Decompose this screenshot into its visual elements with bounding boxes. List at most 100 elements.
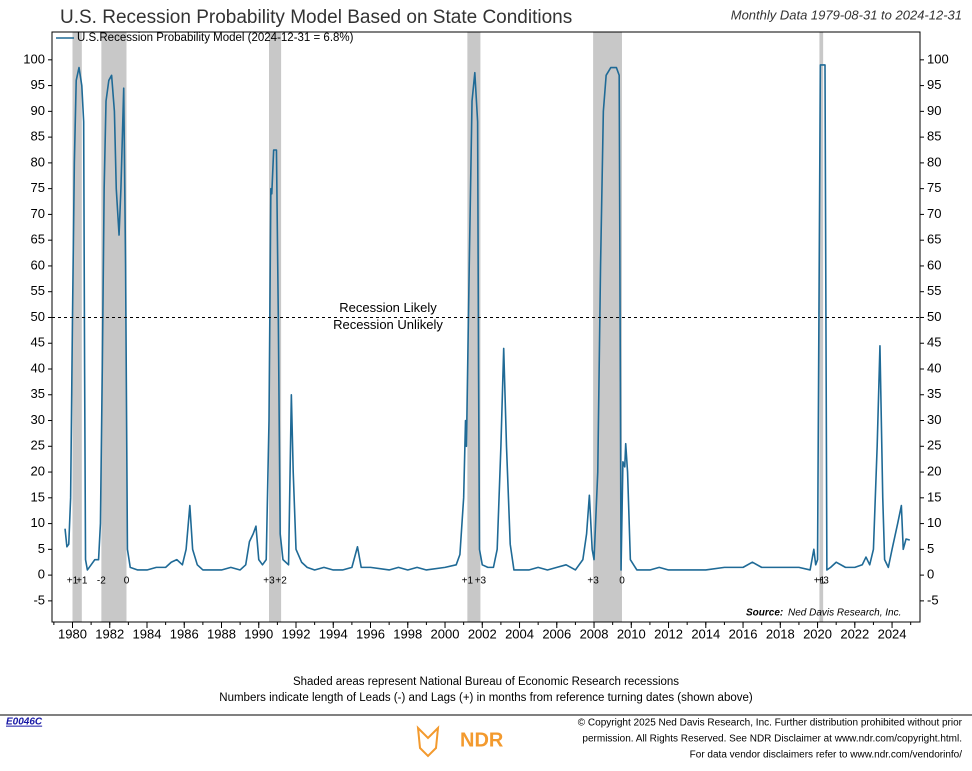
y-tick-label: 20 bbox=[31, 463, 45, 478]
y2-tick-label: 90 bbox=[927, 103, 941, 118]
threshold-label: Recession Unlikely bbox=[333, 317, 443, 332]
y2-tick-label: 35 bbox=[927, 386, 941, 401]
x-tick-label: 2000 bbox=[431, 626, 460, 641]
y2-tick-label: 15 bbox=[927, 489, 941, 504]
y2-tick-label: 5 bbox=[927, 541, 934, 556]
x-tick-label: 1994 bbox=[319, 626, 348, 641]
legend-label: U.S.Recession Probability Model (2024-12… bbox=[77, 32, 354, 44]
lead-lag-label: +2 bbox=[275, 576, 287, 587]
y2-tick-label: 55 bbox=[927, 283, 941, 298]
y-tick-label: 85 bbox=[31, 129, 45, 144]
y-tick-label: 15 bbox=[31, 489, 45, 504]
y2-tick-label: 100 bbox=[927, 51, 949, 66]
y2-tick-label: 30 bbox=[927, 412, 941, 427]
y2-tick-label: -5 bbox=[927, 592, 939, 607]
y-tick-label: 5 bbox=[38, 541, 45, 556]
y2-tick-label: 25 bbox=[927, 438, 941, 453]
x-tick-label: 2008 bbox=[580, 626, 609, 641]
lead-lag-label: +1 bbox=[76, 576, 88, 587]
y2-tick-label: 45 bbox=[927, 335, 941, 350]
x-tick-label: 1980 bbox=[58, 626, 87, 641]
x-tick-label: 2016 bbox=[729, 626, 758, 641]
x-tick-label: 1988 bbox=[207, 626, 236, 641]
x-tick-label: 2018 bbox=[766, 626, 795, 641]
x-tick-label: 1998 bbox=[393, 626, 422, 641]
data-line bbox=[64, 64, 910, 571]
y-tick-label: 70 bbox=[31, 206, 45, 221]
lead-lag-label: 0 bbox=[124, 576, 130, 587]
copyright: For data vendor disclaimers refer to www… bbox=[690, 750, 963, 761]
y2-tick-label: 65 bbox=[927, 232, 941, 247]
y2-tick-label: 70 bbox=[927, 206, 941, 221]
x-tick-label: 2002 bbox=[468, 626, 497, 641]
source: Ned Davis Research, Inc. bbox=[788, 608, 901, 619]
lead-lag-label: -2 bbox=[97, 576, 106, 587]
x-tick-label: 1986 bbox=[170, 626, 199, 641]
x-tick-label: 2020 bbox=[803, 626, 832, 641]
plot-area bbox=[64, 32, 910, 622]
lead-lag-label: 0 bbox=[619, 576, 625, 587]
y-tick-label: 100 bbox=[23, 51, 45, 66]
x-tick-label: 1996 bbox=[356, 626, 385, 641]
chart-title: U.S. Recession Probability Model Based o… bbox=[60, 7, 572, 28]
y-tick-label: 80 bbox=[31, 154, 45, 169]
x-tick-label: 1982 bbox=[95, 626, 124, 641]
y-tick-label: 65 bbox=[31, 232, 45, 247]
y-tick-label: 30 bbox=[31, 412, 45, 427]
y2-tick-label: 80 bbox=[927, 154, 941, 169]
x-tick-label: 1990 bbox=[244, 626, 273, 641]
y-tick-label: 35 bbox=[31, 386, 45, 401]
y2-tick-label: 20 bbox=[927, 463, 941, 478]
lead-lag-label: +1 bbox=[462, 576, 474, 587]
x-tick-label: 1992 bbox=[282, 626, 311, 641]
y-tick-label: 40 bbox=[31, 360, 45, 375]
y-tick-label: 50 bbox=[31, 309, 45, 324]
y2-tick-label: 95 bbox=[927, 77, 941, 92]
y-tick-label: -5 bbox=[33, 592, 45, 607]
copyright: permission. All Rights Reserved. See NDR… bbox=[582, 734, 962, 745]
lead-lag-label: +3 bbox=[263, 576, 275, 587]
recession-band bbox=[593, 32, 622, 622]
x-tick-label: 2010 bbox=[617, 626, 646, 641]
logo: NDR bbox=[416, 725, 504, 758]
logo-text: NDR bbox=[460, 729, 504, 751]
logo-icon bbox=[416, 725, 440, 758]
y-tick-label: 25 bbox=[31, 438, 45, 453]
x-tick-label: 2004 bbox=[505, 626, 534, 641]
lead-lag-label: +1 bbox=[814, 576, 826, 587]
x-tick-label: 2022 bbox=[840, 626, 869, 641]
chart-code[interactable]: E0046C bbox=[6, 717, 43, 728]
chart-subtitle: Monthly Data 1979-08-31 to 2024-12-31 bbox=[731, 7, 962, 22]
y-tick-label: 75 bbox=[31, 180, 45, 195]
y-tick-label: 10 bbox=[31, 515, 45, 530]
lead-lag-label: +3 bbox=[475, 576, 487, 587]
recession-band bbox=[819, 32, 824, 622]
x-tick-label: 2012 bbox=[654, 626, 683, 641]
y2-tick-label: 60 bbox=[927, 257, 941, 272]
note: Numbers indicate length of Leads (-) and… bbox=[219, 692, 753, 704]
y2-tick-label: 0 bbox=[927, 567, 934, 582]
recession-band bbox=[72, 32, 82, 622]
lead-lag-label: +1 bbox=[67, 576, 79, 587]
y2-tick-label: 40 bbox=[927, 360, 941, 375]
x-tick-label: 2024 bbox=[878, 626, 907, 641]
lead-lag-label: +3 bbox=[817, 576, 829, 587]
y-tick-label: 45 bbox=[31, 335, 45, 350]
y2-tick-label: 10 bbox=[927, 515, 941, 530]
plot-frame bbox=[51, 31, 921, 623]
copyright: © Copyright 2025 Ned Davis Research, Inc… bbox=[578, 718, 963, 729]
source-label: Source: bbox=[746, 608, 783, 619]
lead-lag-label: +3 bbox=[587, 576, 599, 587]
x-tick-label: 1984 bbox=[133, 626, 162, 641]
y-tick-label: 60 bbox=[31, 257, 45, 272]
y2-tick-label: 50 bbox=[927, 309, 941, 324]
recession-band bbox=[269, 32, 282, 622]
y-tick-label: 0 bbox=[38, 567, 45, 582]
note: Shaded areas represent National Bureau o… bbox=[293, 676, 679, 688]
y-tick-label: 55 bbox=[31, 283, 45, 298]
y2-tick-label: 75 bbox=[927, 180, 941, 195]
x-tick-label: 2006 bbox=[542, 626, 571, 641]
y2-tick-label: 85 bbox=[927, 129, 941, 144]
x-tick-label: 2014 bbox=[691, 626, 720, 641]
